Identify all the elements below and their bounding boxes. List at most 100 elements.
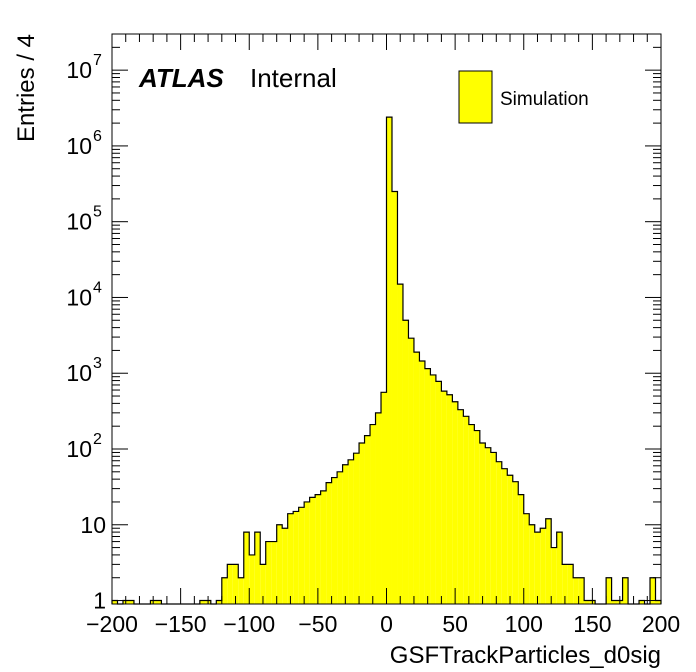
histogram-bar	[611, 600, 618, 604]
atlas-label-bold: ATLAS	[138, 63, 224, 93]
histogram-bar	[276, 524, 283, 604]
histogram-bar	[606, 577, 612, 604]
histogram-bar	[578, 577, 585, 604]
histogram-bar	[457, 409, 464, 604]
histogram-bar	[265, 541, 272, 604]
histogram-bar	[282, 528, 288, 604]
x-axis-label: GSFTrackParticles_d0sig	[390, 642, 661, 669]
histogram-bar	[518, 494, 524, 604]
atlas-label: ATLAS Internal	[138, 63, 337, 93]
y-tick-label-exponent: 5	[93, 204, 102, 221]
histogram-bar	[298, 507, 305, 604]
legend-label-simulation: Simulation	[500, 89, 589, 110]
histogram-bar	[650, 577, 656, 604]
histogram-bar	[353, 453, 360, 604]
y-axis-label: Entries / 4	[13, 34, 40, 142]
y-tick-label: 10	[66, 436, 92, 462]
histogram-bar	[562, 564, 568, 604]
x-tick-label: 200	[642, 611, 680, 637]
x-tick-label: −50	[298, 611, 337, 637]
histogram-bar	[512, 481, 519, 604]
histogram-bar	[485, 447, 491, 604]
histogram-bar	[545, 518, 552, 604]
histogram-bar	[402, 320, 409, 604]
x-tick-label: −100	[223, 611, 275, 637]
histogram-bar	[243, 532, 250, 604]
histogram-bar	[287, 513, 294, 604]
histogram-bar	[540, 528, 546, 604]
histogram-bar	[556, 532, 563, 604]
histogram-bar	[375, 412, 382, 604]
histogram-bar	[359, 442, 365, 604]
histogram-bar	[260, 564, 266, 604]
histogram-bar	[112, 600, 118, 604]
histogram-bar	[639, 600, 645, 604]
x-tick-label: −200	[86, 611, 138, 637]
histogram-bar	[232, 564, 239, 604]
histogram-bar	[584, 600, 590, 604]
histogram-bar	[534, 532, 541, 604]
histogram-bar	[446, 394, 453, 604]
y-tick-label: 10	[66, 284, 92, 310]
histogram-bar	[254, 532, 261, 604]
histogram-bar	[381, 392, 387, 604]
histogram-bar	[408, 338, 414, 604]
histogram-bar	[391, 191, 398, 604]
legend: Simulation	[458, 70, 589, 124]
histogram-bar	[413, 352, 420, 604]
x-tick-label: 150	[573, 611, 611, 637]
y-tick-label: 10	[66, 209, 92, 235]
histogram-bar	[320, 490, 327, 604]
histogram-bar	[529, 524, 535, 604]
y-tick-label-exponent: 4	[93, 279, 102, 296]
histogram-bars	[111, 116, 662, 605]
x-tick-label: −150	[155, 611, 207, 637]
histogram-bar	[474, 430, 480, 604]
y-tick-label-exponent: 3	[93, 355, 102, 372]
histogram-bar	[227, 564, 233, 604]
histogram-bar	[221, 577, 228, 604]
histogram-bar	[293, 511, 299, 604]
histogram-bar	[419, 360, 425, 604]
histogram-bar	[501, 468, 508, 604]
axis-ticks	[111, 33, 662, 604]
histogram-bar	[331, 477, 338, 604]
histogram-bar	[249, 554, 255, 604]
histogram-bar	[238, 577, 244, 604]
histogram-bar	[370, 424, 376, 604]
histogram-bar	[348, 459, 354, 604]
histogram-bar	[128, 600, 134, 604]
histogram-bar	[430, 374, 436, 604]
histogram-bar	[424, 368, 431, 604]
y-tick-label: 10	[66, 57, 92, 83]
histogram-bar	[337, 471, 343, 604]
y-tick-label-exponent: 6	[93, 128, 102, 145]
histogram-bar	[271, 541, 277, 604]
histogram-bar	[199, 600, 206, 604]
histogram-bar	[490, 452, 497, 604]
histogram-bar	[304, 501, 310, 604]
histogram-bar	[468, 424, 475, 604]
histogram-bar	[386, 117, 392, 604]
y-tick-label: 10	[80, 512, 106, 538]
x-tick-label: 100	[505, 611, 543, 637]
histogram-bar	[452, 401, 458, 604]
histogram-bar	[364, 435, 371, 604]
histogram-bar	[622, 577, 629, 604]
y-tick-label: 10	[66, 360, 92, 386]
histogram-bar	[479, 442, 486, 604]
x-tick-label: 0	[380, 611, 393, 637]
histogram-outline	[111, 116, 662, 605]
histogram-bar	[216, 600, 222, 604]
histogram-bar	[567, 564, 574, 604]
histogram-bar	[397, 284, 403, 604]
y-tick-label-exponent: 7	[93, 52, 102, 69]
histogram-bar	[315, 494, 321, 604]
legend-swatch-simulation	[458, 70, 493, 124]
x-tick-label: 50	[442, 611, 468, 637]
histogram-bar	[326, 482, 332, 604]
histogram-bar	[507, 475, 513, 604]
histogram-bar	[551, 547, 557, 604]
